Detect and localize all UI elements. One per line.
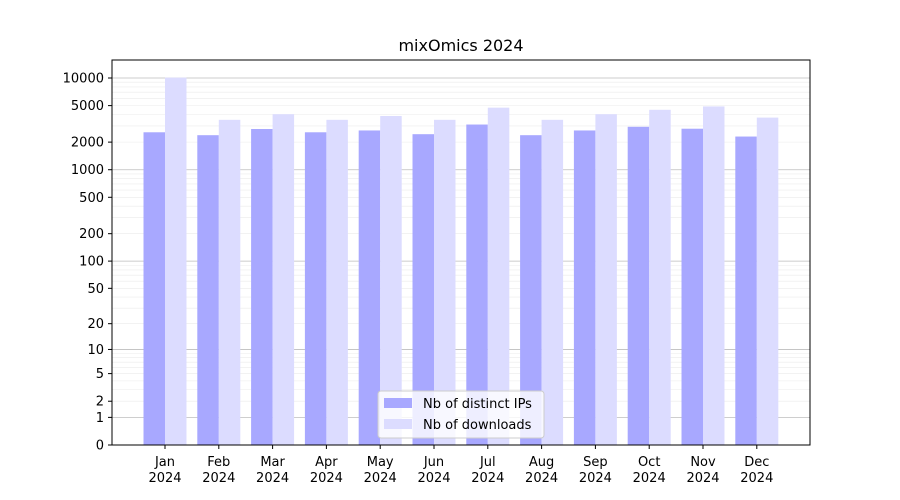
- x-tick-label-year: 2024: [471, 471, 504, 486]
- y-axis: 0 12 5 10 20 50 100 200 500 1000 2000 5000 10000: [63, 72, 112, 454]
- bar-distinct-ips-apr: [304, 132, 327, 446]
- bar-downloads-aug: [541, 119, 564, 445]
- bar-distinct-ips-sep: [573, 130, 596, 445]
- y-tick-label: 10000: [63, 72, 104, 87]
- x-tick-label-year: 2024: [310, 471, 343, 486]
- bar-distinct-ips-dec: [735, 136, 757, 446]
- bar-distinct-ips-jul: [466, 124, 488, 445]
- x-tick-label-month: Nov: [690, 455, 716, 470]
- x-tick-label-month: Mar: [260, 455, 285, 470]
- bar-distinct-ips-nov: [681, 128, 703, 445]
- x-tick-label-month: Sep: [583, 455, 608, 470]
- y-tick-label: 1000: [71, 163, 104, 178]
- bar-distinct-ips-jan: [143, 132, 165, 446]
- bar-distinct-ips-oct: [627, 126, 650, 445]
- x-tick-label-month: May: [367, 455, 394, 470]
- bar-distinct-ips-aug: [520, 135, 542, 446]
- bar-distinct-ips-may: [358, 130, 381, 445]
- y-tick-label: 2: [96, 395, 104, 410]
- x-tick-label-year: 2024: [579, 471, 612, 486]
- bar-downloads-apr: [326, 119, 348, 445]
- x-tick-label-year: 2024: [740, 471, 773, 486]
- x-tick-label-year: 2024: [256, 471, 289, 486]
- legend-swatch-ips: [384, 398, 412, 408]
- bars: [143, 77, 779, 446]
- x-tick-label-month: Feb: [207, 455, 230, 470]
- legend: Nb of distinct IPs Nb of downloads: [377, 390, 545, 439]
- bar-downloads-feb: [218, 119, 241, 445]
- y-tick-label: 0: [96, 439, 104, 454]
- x-tick-label-year: 2024: [148, 471, 181, 486]
- y-tick-label: 10: [87, 343, 104, 358]
- y-tick-label: 5: [96, 367, 104, 382]
- x-tick-label-year: 2024: [417, 471, 450, 486]
- legend-box: [377, 390, 545, 439]
- bar-downloads-mar: [272, 114, 295, 445]
- bar-downloads-sep: [595, 114, 617, 445]
- bar-downloads-jan: [165, 77, 187, 445]
- y-tick-label: 5000: [71, 99, 104, 114]
- y-tick-label: 20: [87, 317, 104, 332]
- x-tick-label-month: Jan: [154, 455, 175, 470]
- legend-label-downloads: Nb of downloads: [423, 418, 532, 433]
- x-tick-label-year: 2024: [525, 471, 558, 486]
- legend-label-ips: Nb of distinct IPs: [423, 397, 532, 412]
- x-tick-label-month: Aug: [529, 455, 554, 470]
- y-tick-label: 500: [79, 191, 104, 206]
- bar-distinct-ips-mar: [251, 128, 273, 445]
- bar-distinct-ips-feb: [197, 135, 219, 446]
- chart-title: mixOmics 2024: [398, 36, 523, 55]
- x-tick-label-month: Oct: [638, 455, 660, 470]
- x-tick-label-year: 2024: [202, 471, 235, 486]
- y-tick-label: 2000: [71, 136, 104, 151]
- y-tick-label: 50: [87, 282, 104, 297]
- y-tick-label: 1: [96, 411, 104, 426]
- bar-downloads-jul: [487, 107, 510, 446]
- bar-downloads-nov: [703, 106, 725, 446]
- x-tick-label-month: Jun: [423, 455, 444, 470]
- bar-downloads-dec: [756, 117, 779, 445]
- x-axis: Jan2024Feb2024Mar2024Apr2024May2024Jun20…: [148, 445, 773, 486]
- y-tick-label: 200: [79, 227, 104, 242]
- bar-downloads-oct: [649, 109, 671, 446]
- bar-downloads-may: [380, 116, 402, 446]
- y-tick-label: 100: [79, 255, 104, 270]
- x-tick-label-year: 2024: [686, 471, 719, 486]
- bar-downloads-jun: [434, 119, 456, 445]
- bar-distinct-ips-jun: [412, 134, 434, 445]
- x-tick-label-year: 2024: [364, 471, 397, 486]
- x-tick-label-month: Jul: [479, 455, 496, 470]
- x-tick-label-month: Dec: [744, 455, 769, 470]
- x-tick-label-month: Apr: [315, 455, 338, 470]
- x-tick-label-year: 2024: [633, 471, 666, 486]
- plot-frame: [111, 59, 811, 446]
- legend-swatch-downloads: [384, 419, 412, 429]
